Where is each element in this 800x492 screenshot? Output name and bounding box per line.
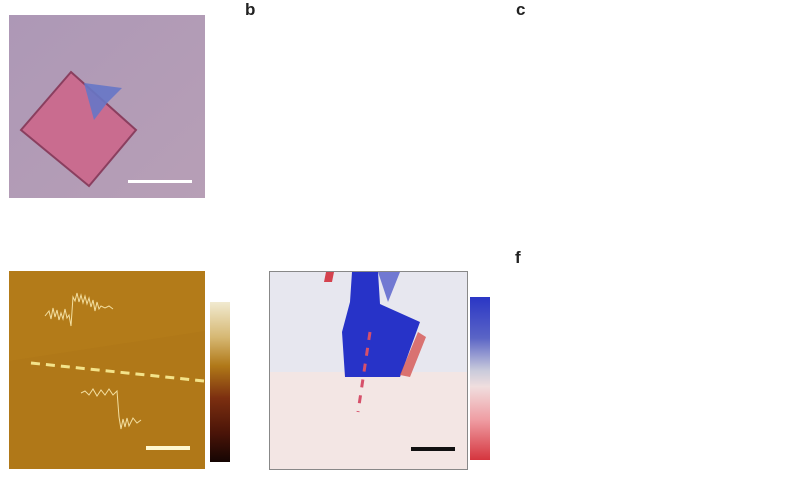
kpfm-colorbar (470, 297, 490, 460)
scale-bar (146, 446, 190, 450)
panel-label-b: b (245, 0, 256, 19)
afm-overlay (9, 271, 205, 469)
profile-line (356, 331, 372, 413)
afm-image (9, 271, 205, 469)
implanted-flake (19, 70, 138, 188)
flake-shapes (9, 15, 205, 198)
raman-chart (240, 0, 510, 235)
potential-chart (510, 240, 800, 492)
panel-label-c: c (516, 0, 526, 19)
scale-bar (411, 447, 455, 451)
panel-label-f: f (515, 248, 521, 267)
bilayer-triangle (84, 83, 122, 120)
height-profile-top (44, 292, 114, 327)
scale-bar (128, 180, 192, 183)
kpfm-image (269, 271, 468, 470)
kpfm-map (270, 272, 467, 469)
optical-micrograph (9, 15, 205, 198)
pl-chart (510, 0, 800, 240)
afm-colorbar (210, 302, 230, 462)
height-profile-bottom (80, 388, 142, 430)
unimplanted-region (342, 272, 420, 377)
